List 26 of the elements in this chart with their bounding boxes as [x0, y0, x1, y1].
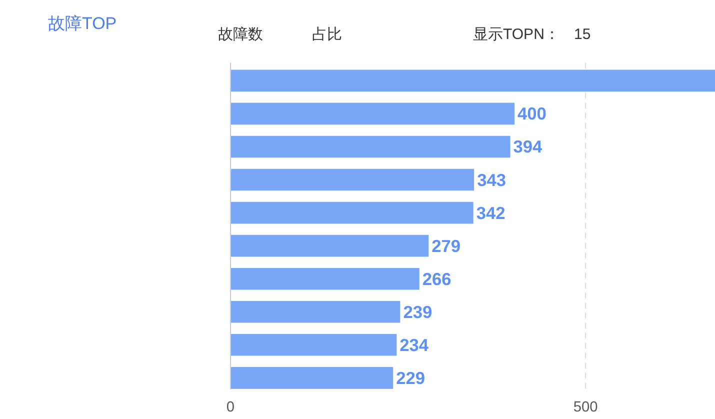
bar: [230, 300, 400, 323]
data-label: 266: [422, 268, 452, 289]
bar: [230, 334, 397, 356]
bar: [230, 202, 474, 224]
text: 故障数: [218, 25, 263, 45]
text: 显示TOPN：: [473, 25, 560, 45]
bar: [230, 268, 420, 290]
data-label: 342: [476, 202, 506, 223]
data-label: 234: [400, 334, 429, 355]
text: 15: [574, 25, 591, 45]
bar: [230, 70, 715, 92]
bar: [230, 102, 515, 125]
bar: [230, 367, 394, 389]
text: 占比: [312, 25, 342, 45]
text: 故障TOP: [48, 13, 117, 35]
x-tick-label: 0: [226, 400, 235, 416]
bar: [230, 136, 510, 158]
data-label: 343: [477, 170, 506, 190]
x-tick-label: 500: [573, 400, 598, 416]
bar: [230, 168, 474, 191]
data-label: 394: [513, 136, 543, 157]
data-label: 279: [432, 236, 461, 256]
data-label: 239: [403, 302, 432, 322]
bar: [230, 234, 429, 257]
data-label: 229: [396, 368, 426, 388]
data-label: 400: [518, 104, 546, 124]
